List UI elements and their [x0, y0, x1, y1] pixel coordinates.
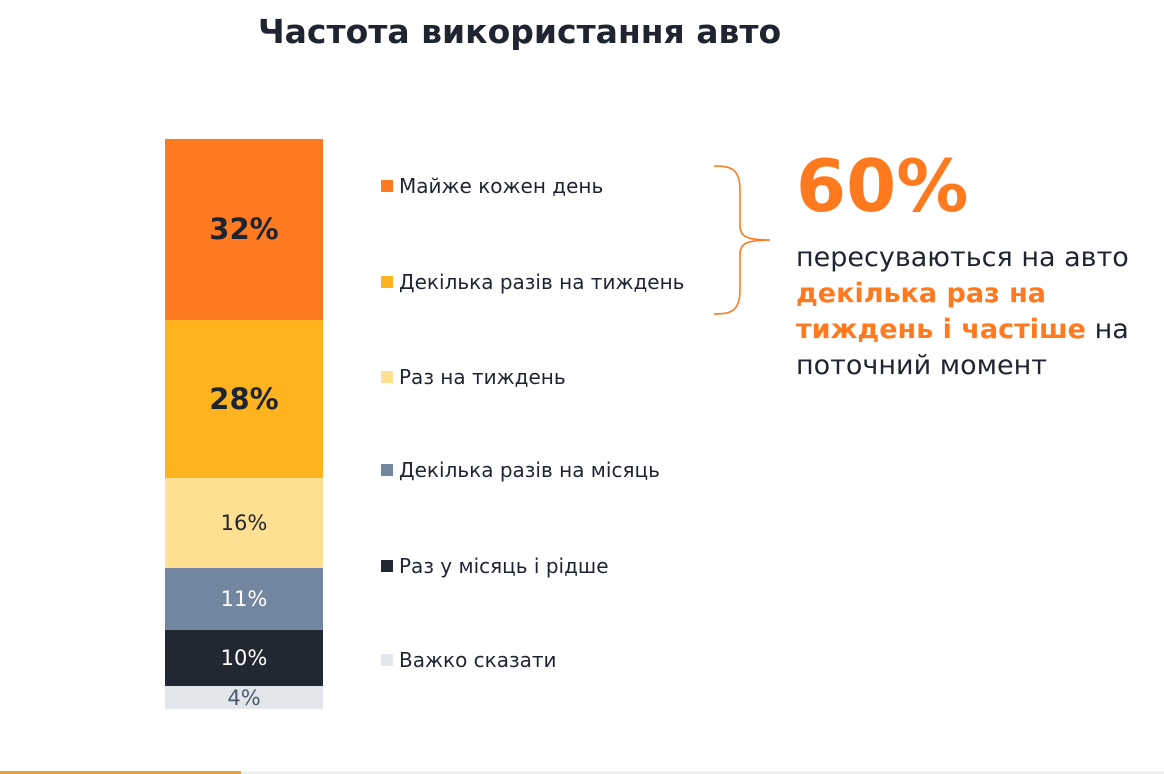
legend-label: Декілька разів на місяць: [399, 458, 660, 482]
bar-segment: 10%: [165, 630, 323, 686]
callout-highlight: декілька раз на тиждень і частіше: [796, 278, 1086, 345]
data-label: 16%: [220, 510, 268, 535]
callout-text-after: на поточний момент: [796, 314, 1129, 381]
bar-segment: 4%: [165, 686, 323, 709]
bar-segment: 32%: [165, 139, 323, 320]
data-label: 4%: [227, 686, 261, 710]
curly-brace-icon: [713, 165, 771, 315]
stacked-bar: 32% 28% 16% 11% 10% 4%: [165, 139, 323, 709]
chart-title: Частота використання авто: [258, 12, 782, 51]
bottom-accent: [0, 771, 241, 774]
legend-item: Декілька разів на тиждень: [381, 270, 684, 294]
legend-swatch: [381, 654, 393, 666]
bar-segment: 16%: [165, 478, 323, 568]
legend-item: Раз на тиждень: [381, 365, 566, 389]
legend-item: Декілька разів на місяць: [381, 458, 660, 482]
bar-segment: 11%: [165, 568, 323, 630]
callout-text-before: пересуваються на авто: [796, 242, 1129, 273]
bar-segment: 28%: [165, 320, 323, 478]
callout-text: пересуваються на авто декілька раз на ти…: [796, 240, 1146, 384]
legend-label: Раз у місяць і рідше: [399, 554, 609, 578]
legend-label: Декілька разів на тиждень: [399, 270, 685, 294]
legend-label: Важко сказати: [399, 648, 557, 672]
legend-swatch: [381, 560, 393, 572]
callout-number: 60%: [796, 144, 969, 228]
legend-item: Майже кожен день: [381, 174, 603, 198]
legend-item: Важко сказати: [381, 648, 557, 672]
legend-swatch: [381, 276, 393, 288]
legend-label: Раз на тиждень: [399, 365, 566, 389]
legend-item: Раз у місяць і рідше: [381, 554, 609, 578]
data-label: 28%: [209, 381, 279, 416]
data-label: 10%: [220, 645, 268, 670]
legend-swatch: [381, 371, 393, 383]
data-label: 32%: [209, 212, 279, 246]
legend-swatch: [381, 464, 393, 476]
bottom-rule: [0, 771, 1164, 774]
legend-swatch: [381, 180, 393, 192]
legend-label: Майже кожен день: [399, 174, 604, 198]
data-label: 11%: [220, 586, 268, 611]
